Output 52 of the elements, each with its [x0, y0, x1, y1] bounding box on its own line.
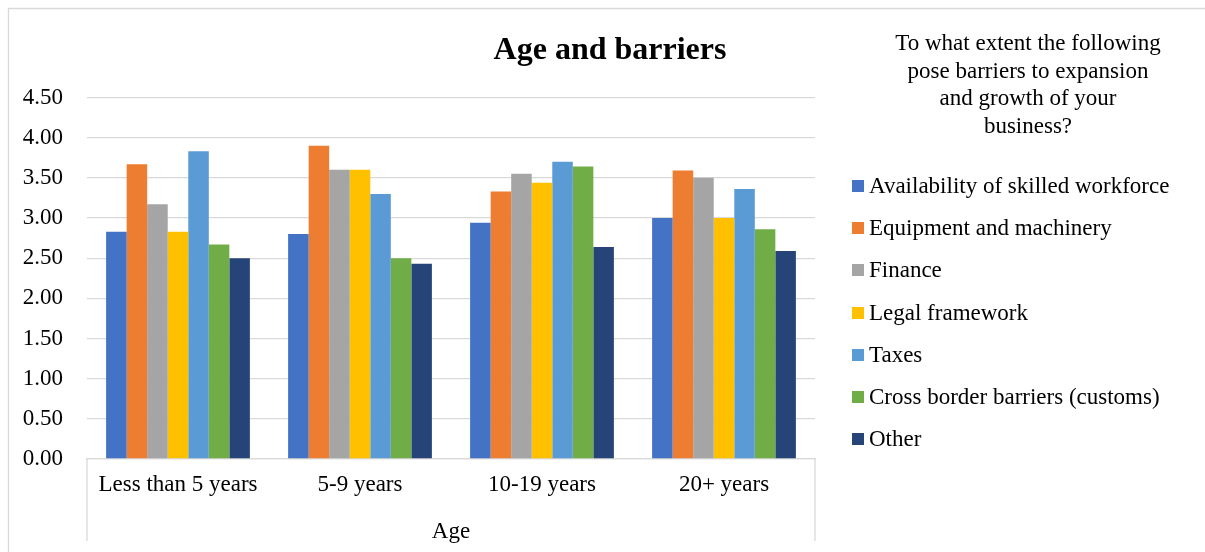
bar — [126, 164, 148, 459]
y-tick-label: 3.00 — [22, 204, 63, 230]
x-tick-label: 20+ years — [678, 470, 770, 496]
y-tick-label: 4.00 — [22, 123, 63, 149]
bar — [531, 182, 553, 459]
y-tick-label: 0.00 — [22, 445, 63, 471]
bar — [308, 145, 330, 459]
y-tick-label: 2.00 — [22, 284, 63, 310]
bar — [775, 250, 796, 459]
legend-label: Cross border barriers (customs) — [869, 384, 1160, 411]
y-tick-label: 3.50 — [22, 163, 63, 189]
bar — [329, 169, 350, 459]
bar — [490, 191, 512, 459]
bar — [229, 258, 250, 459]
bar — [572, 166, 594, 459]
bar — [552, 161, 573, 459]
bar — [411, 263, 432, 459]
x-axis-title: Age — [431, 518, 471, 544]
bar — [754, 229, 776, 459]
chart-title: Age and barriers — [492, 29, 728, 67]
y-tick-label: 0.50 — [22, 404, 63, 430]
x-tick-label: 5-9 years — [317, 470, 403, 496]
bar — [470, 222, 491, 459]
x-tick-label: 10-19 years — [488, 470, 597, 496]
legend-title: To what extent the following pose barriers to expansion and growth of your business? — [894, 29, 1162, 139]
bar — [713, 218, 735, 459]
bar — [734, 189, 755, 459]
bar — [167, 231, 189, 459]
legend-label: Finance — [869, 257, 942, 284]
bar — [672, 170, 694, 459]
bar — [288, 234, 309, 459]
bar — [188, 151, 209, 459]
legend-label: Availability of skilled workforce — [869, 173, 1170, 200]
bar — [693, 177, 714, 459]
y-tick-label: 4.50 — [22, 83, 63, 109]
bar — [511, 173, 532, 459]
bar — [208, 244, 230, 459]
legend-label: Equipment and machinery — [869, 215, 1112, 242]
legend-label: Taxes — [869, 341, 923, 368]
x-tick-label: Less than 5 years — [98, 470, 258, 496]
bar — [106, 231, 127, 459]
legend-label: Legal framework — [869, 299, 1029, 326]
y-tick-label: 1.00 — [22, 364, 63, 390]
bar — [370, 193, 391, 459]
bar — [390, 258, 412, 459]
legend-label: Other — [869, 426, 922, 453]
y-tick-label: 2.50 — [22, 244, 63, 270]
y-tick-label: 1.50 — [22, 324, 63, 350]
bar — [593, 246, 614, 459]
bar — [652, 218, 673, 459]
bar — [147, 204, 168, 459]
bar — [349, 169, 371, 459]
